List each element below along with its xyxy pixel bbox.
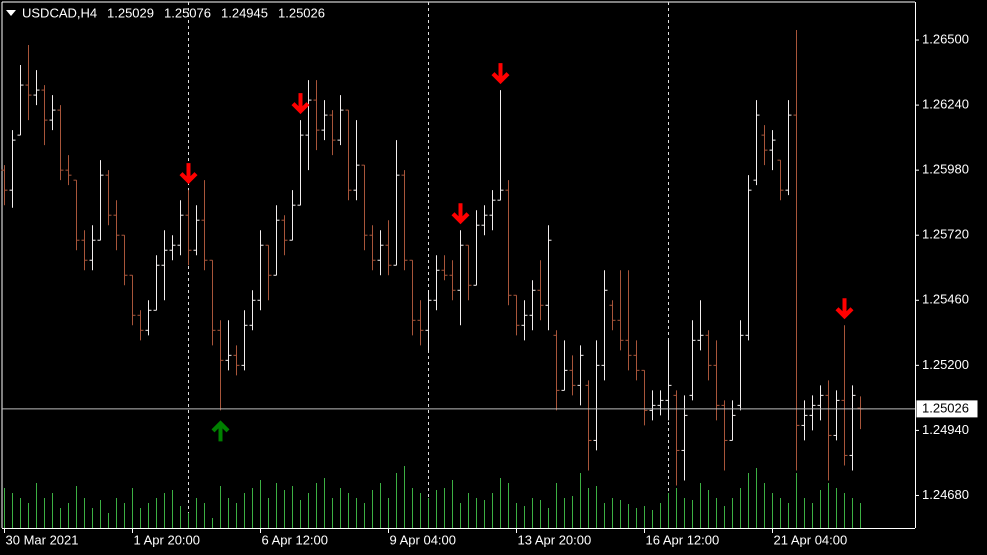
x-tick-label: 13 Apr 20:00 xyxy=(518,532,592,547)
symbol: USDCAD,H4 xyxy=(22,5,97,20)
signal-arrow xyxy=(179,163,198,185)
signal-arrow xyxy=(451,203,470,225)
current-price-label: 1.25026 xyxy=(922,400,969,415)
signal-arrow xyxy=(491,63,510,85)
menu-triangle[interactable] xyxy=(6,10,16,16)
y-tick-label: 1.24680 xyxy=(922,487,969,502)
header-high: 1.25076 xyxy=(164,5,211,20)
y-tick-label: 1.25980 xyxy=(922,162,969,177)
y-tick-label: 1.26500 xyxy=(922,31,969,46)
x-tick-label: 9 Apr 04:00 xyxy=(390,532,457,547)
y-tick-label: 1.24940 xyxy=(922,422,969,437)
x-tick-label: 6 Apr 12:00 xyxy=(262,532,329,547)
current-price-box xyxy=(916,400,978,418)
x-tick-label: 30 Mar 2021 xyxy=(6,532,79,547)
y-tick-label: 1.25720 xyxy=(922,227,969,242)
x-tick-label: 21 Apr 04:00 xyxy=(774,532,848,547)
x-tick-label: 16 Apr 12:00 xyxy=(646,532,720,547)
y-tick-label: 1.26240 xyxy=(922,97,969,112)
signal-arrow xyxy=(835,298,854,320)
signal-arrow xyxy=(291,93,310,115)
header-open: 1.25029 xyxy=(107,5,154,20)
y-tick-label: 1.25460 xyxy=(922,292,969,307)
x-tick-label: 1 Apr 20:00 xyxy=(134,532,201,547)
signal-arrow xyxy=(211,420,230,442)
header-low: 1.24945 xyxy=(221,5,268,20)
header-close: 1.25026 xyxy=(278,5,325,20)
y-tick-label: 1.25200 xyxy=(922,357,969,372)
